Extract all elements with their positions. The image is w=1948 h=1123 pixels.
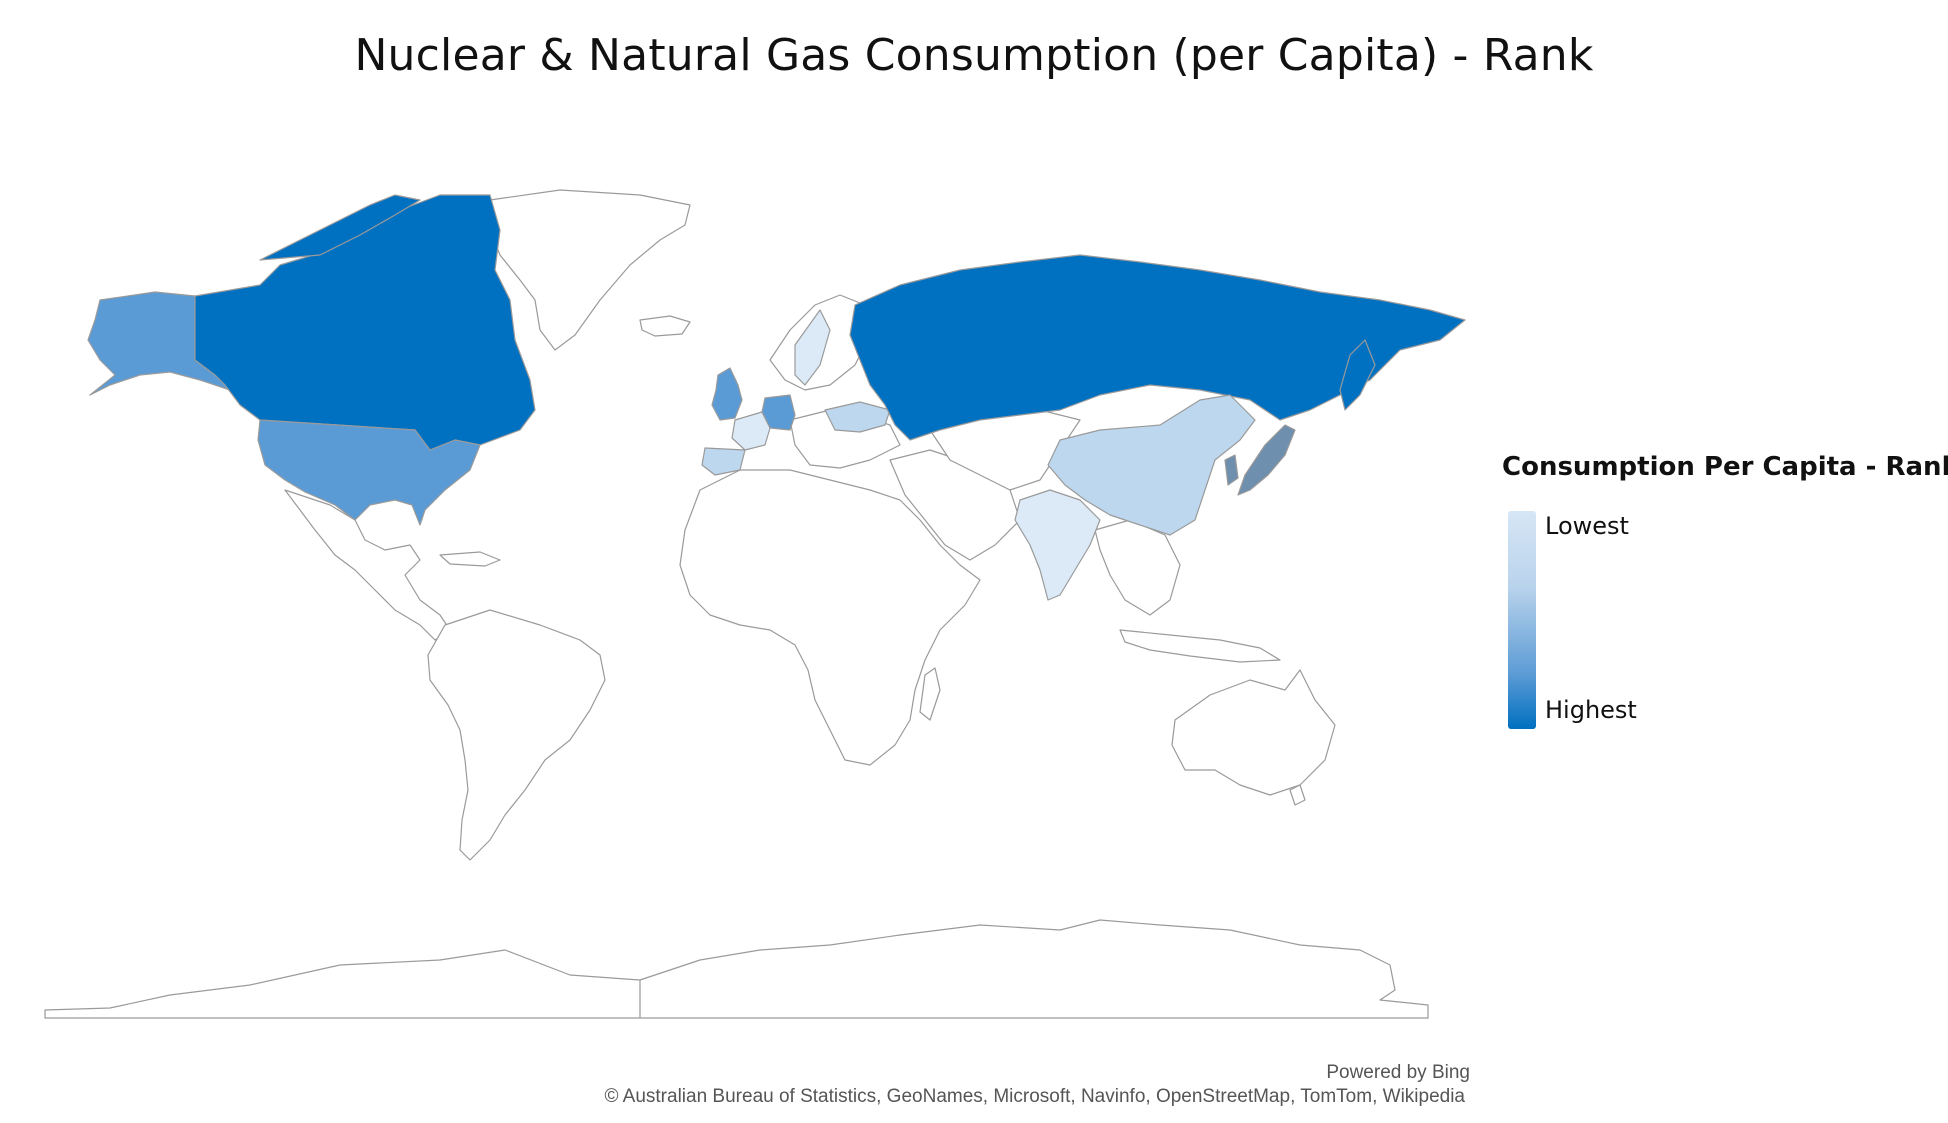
powered-by-text: Powered by Bing [1326,1062,1470,1083]
region-india[interactable] [1014,489,1101,601]
copyright-text: © Australian Bureau of Statistics, GeoNa… [604,1086,1465,1107]
legend-low-label: Lowest [1545,512,1629,540]
region-greenland[interactable] [489,189,691,351]
legend-color-scale [1508,511,1536,729]
region-kamchatka[interactable] [1339,339,1376,411]
region-spain[interactable] [701,447,746,476]
map-title: Nuclear & Natural Gas Consumption (per C… [354,30,1594,81]
region-australia[interactable] [1171,669,1336,796]
region-canada[interactable] [194,194,536,451]
region-united-states[interactable] [257,419,481,526]
region-south-america[interactable] [427,609,606,861]
region-central-america[interactable] [284,489,451,641]
region-madagascar[interactable] [919,667,941,721]
region-new-zealand[interactable] [1289,784,1306,806]
region-united-kingdom[interactable] [711,367,743,421]
legend-high-label: Highest [1545,696,1637,724]
region-france[interactable] [731,411,771,451]
region-japan[interactable] [1237,424,1296,496]
region-russia[interactable] [849,254,1466,441]
region-indonesia[interactable] [1119,629,1281,663]
region-caribbean[interactable] [439,551,501,567]
region-africa[interactable] [679,469,981,766]
region-korea[interactable] [1224,454,1239,486]
region-ukraine[interactable] [824,401,891,433]
unshaded-countries [44,189,1429,1019]
region-sweden[interactable] [794,309,831,386]
region-iceland[interactable] [639,315,691,337]
shaded-countries [87,194,1466,601]
legend-title: Consumption Per Capita - Rank [1502,452,1948,482]
region-canada-islands[interactable] [259,194,421,261]
region-antarctica[interactable] [44,919,1429,1019]
region-china[interactable] [1047,394,1256,536]
